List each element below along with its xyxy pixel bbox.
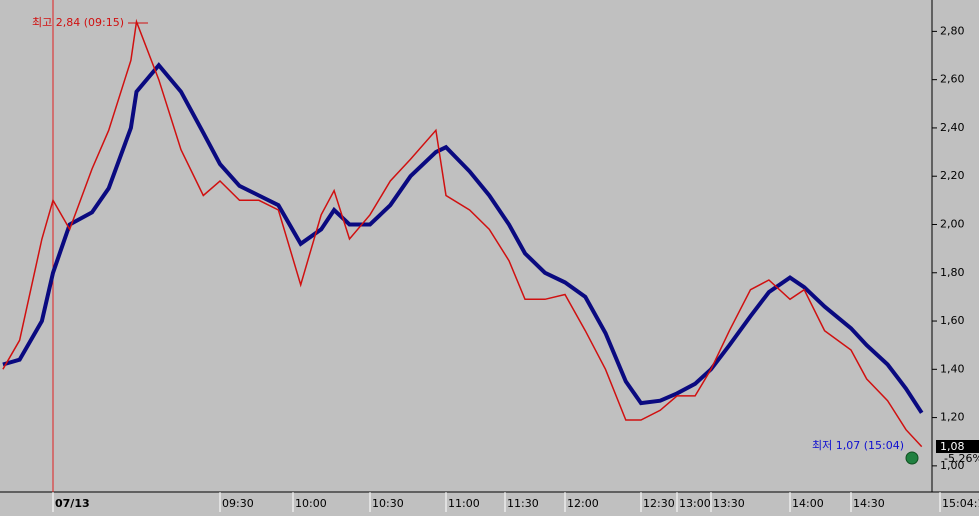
x-tick-label: 11:30 [507,497,539,510]
x-tick-label: 12:30 [643,497,675,510]
y-tick-label: 2,60 [940,73,965,86]
x-tick-label: 07/13 [55,497,90,510]
low-annotation: 최저 1,07 (15:04) [812,439,904,452]
x-tick-label: 12:00 [567,497,599,510]
y-tick-label: 2,20 [940,169,965,182]
last-price: 1,08 [940,440,965,453]
x-tick-label: 10:00 [295,497,327,510]
x-tick-label: 10:30 [372,497,404,510]
x-tick-label: 13:00 [679,497,711,510]
change: -5.26% [944,452,979,465]
y-tick-label: 1,80 [940,266,965,279]
x-tick-label: 11:00 [448,497,480,510]
x-tick-label: 14:00 [792,497,824,510]
y-tick-label: 1,40 [940,362,965,375]
x-tick-label: 09:30 [222,497,254,510]
x-tick-label: 14:30 [853,497,885,510]
y-tick-label: 1,60 [940,314,965,327]
x-tick-label: 15:04:1 [942,497,979,510]
y-tick-label: 1,00 [940,459,965,472]
last-price-box [936,440,979,453]
average-line [2,62,924,414]
y-tick-label: 2,40 [940,121,965,134]
y-tick-label: 2,80 [940,24,965,37]
y-tick-label: 1,20 [940,411,965,424]
low-marker [905,451,919,465]
y-tick-label: 2,00 [940,217,965,230]
x-tick-label: 13:30 [713,497,745,510]
high-annotation: 최고 2,84 (09:15) [32,16,124,29]
price-line [2,18,923,448]
